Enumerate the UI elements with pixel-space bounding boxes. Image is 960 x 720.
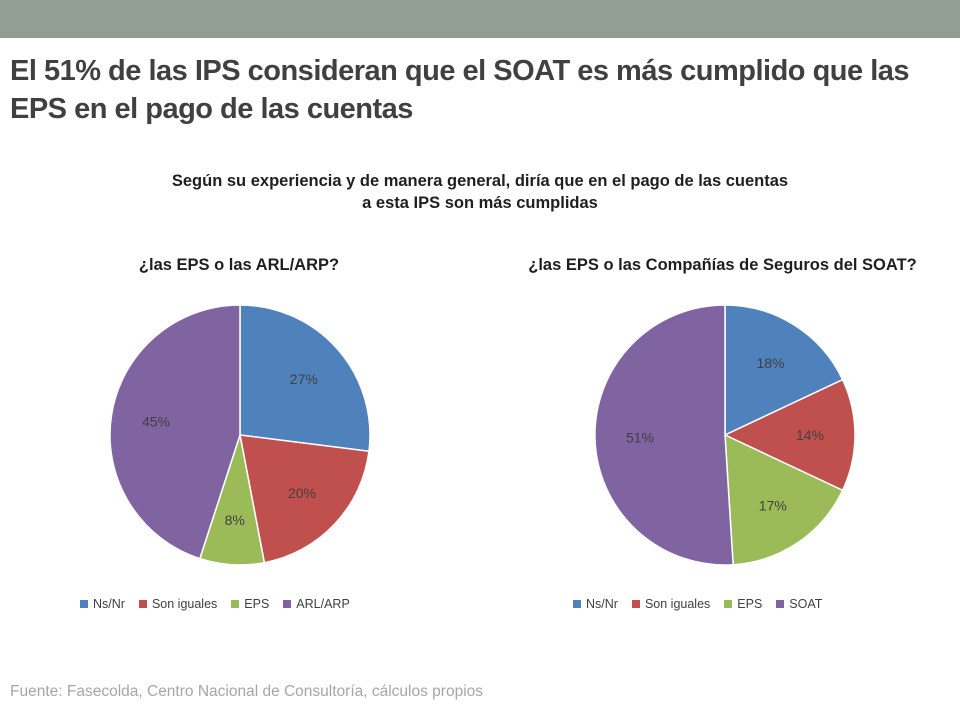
legend-label: Son iguales: [151, 597, 218, 611]
data-label-son-iguales: 20%: [288, 485, 316, 501]
legend-swatch: [138, 600, 147, 608]
legend-label: ARL/ARP: [296, 597, 350, 611]
data-label-soat: 51%: [626, 430, 654, 446]
pie-slice-son-iguales: [239, 434, 370, 564]
data-label-eps: 8%: [225, 512, 245, 528]
pie-slice-soat: [594, 304, 734, 566]
legend-swatch: [80, 600, 88, 608]
legend-item-soat: SOAT: [776, 597, 822, 611]
data-label-arl-arp: 45%: [142, 414, 170, 430]
legend-swatch: [724, 600, 733, 608]
legend-swatch: [573, 600, 581, 608]
left-chart-title: ¿las EPS o las ARL/ARP?: [138, 256, 340, 274]
pie-slice-arl-arp: [109, 304, 241, 560]
legend-label: Ns/Nr: [93, 597, 125, 611]
legend-item-ns-nr: Ns/Nr: [573, 597, 618, 611]
legend-label: EPS: [244, 597, 270, 611]
data-label-ns-nr: 27%: [290, 371, 318, 387]
data-label-son-iguales: 14%: [796, 427, 824, 443]
pie-slice-ns-nr: [239, 304, 371, 453]
legend-swatch: [776, 600, 785, 608]
pie-slice-son-iguales: [723, 378, 856, 492]
legend-swatch: [631, 600, 640, 608]
legend-item-ns-nr: Ns/Nr: [80, 597, 125, 611]
right-chart-legend: Ns/Nr Son iguales EPS SOAT: [573, 597, 836, 611]
slide-title: El 51% de las IPS consideran que el SOAT…: [10, 55, 910, 125]
pie-slice-ns-nr: [724, 304, 844, 437]
slide-subtitle: Según su experiencia y de manera general…: [60, 170, 900, 214]
right-pie-chart: 18% 14% 17% 51%: [594, 304, 856, 566]
legend-item-eps: EPS: [231, 597, 269, 611]
source-note: Fuente: Fasecolda, Centro Nacional de Co…: [10, 683, 484, 700]
legend-label: EPS: [737, 597, 763, 611]
legend-label: SOAT: [789, 597, 823, 611]
legend-label: Ns/Nr: [586, 597, 618, 611]
data-label-ns-nr: 18%: [756, 355, 784, 371]
right-chart-title: ¿las EPS o las Compañías de Seguros del …: [528, 256, 917, 274]
legend-item-son-iguales: Son iguales: [138, 597, 218, 611]
top-band: [0, 0, 960, 38]
legend-swatch: [283, 600, 292, 608]
data-label-eps: 17%: [759, 497, 787, 513]
legend-item-son-iguales: Son iguales: [631, 597, 711, 611]
legend-swatch: [231, 600, 240, 608]
left-chart-legend: Ns/Nr Son iguales EPS ARL/ARP: [80, 597, 364, 611]
legend-item-eps: EPS: [724, 597, 762, 611]
legend-label: Son iguales: [644, 597, 711, 611]
subtitle-line-2: a esta IPS son más cumplidas: [362, 194, 598, 212]
legend-item-arl-arp: ARL/ARP: [283, 597, 350, 611]
subtitle-line-1: Según su experiencia y de manera general…: [171, 172, 789, 190]
pie-slice-eps: [724, 433, 844, 566]
left-pie-chart: 27% 20% 8% 45%: [109, 304, 371, 566]
